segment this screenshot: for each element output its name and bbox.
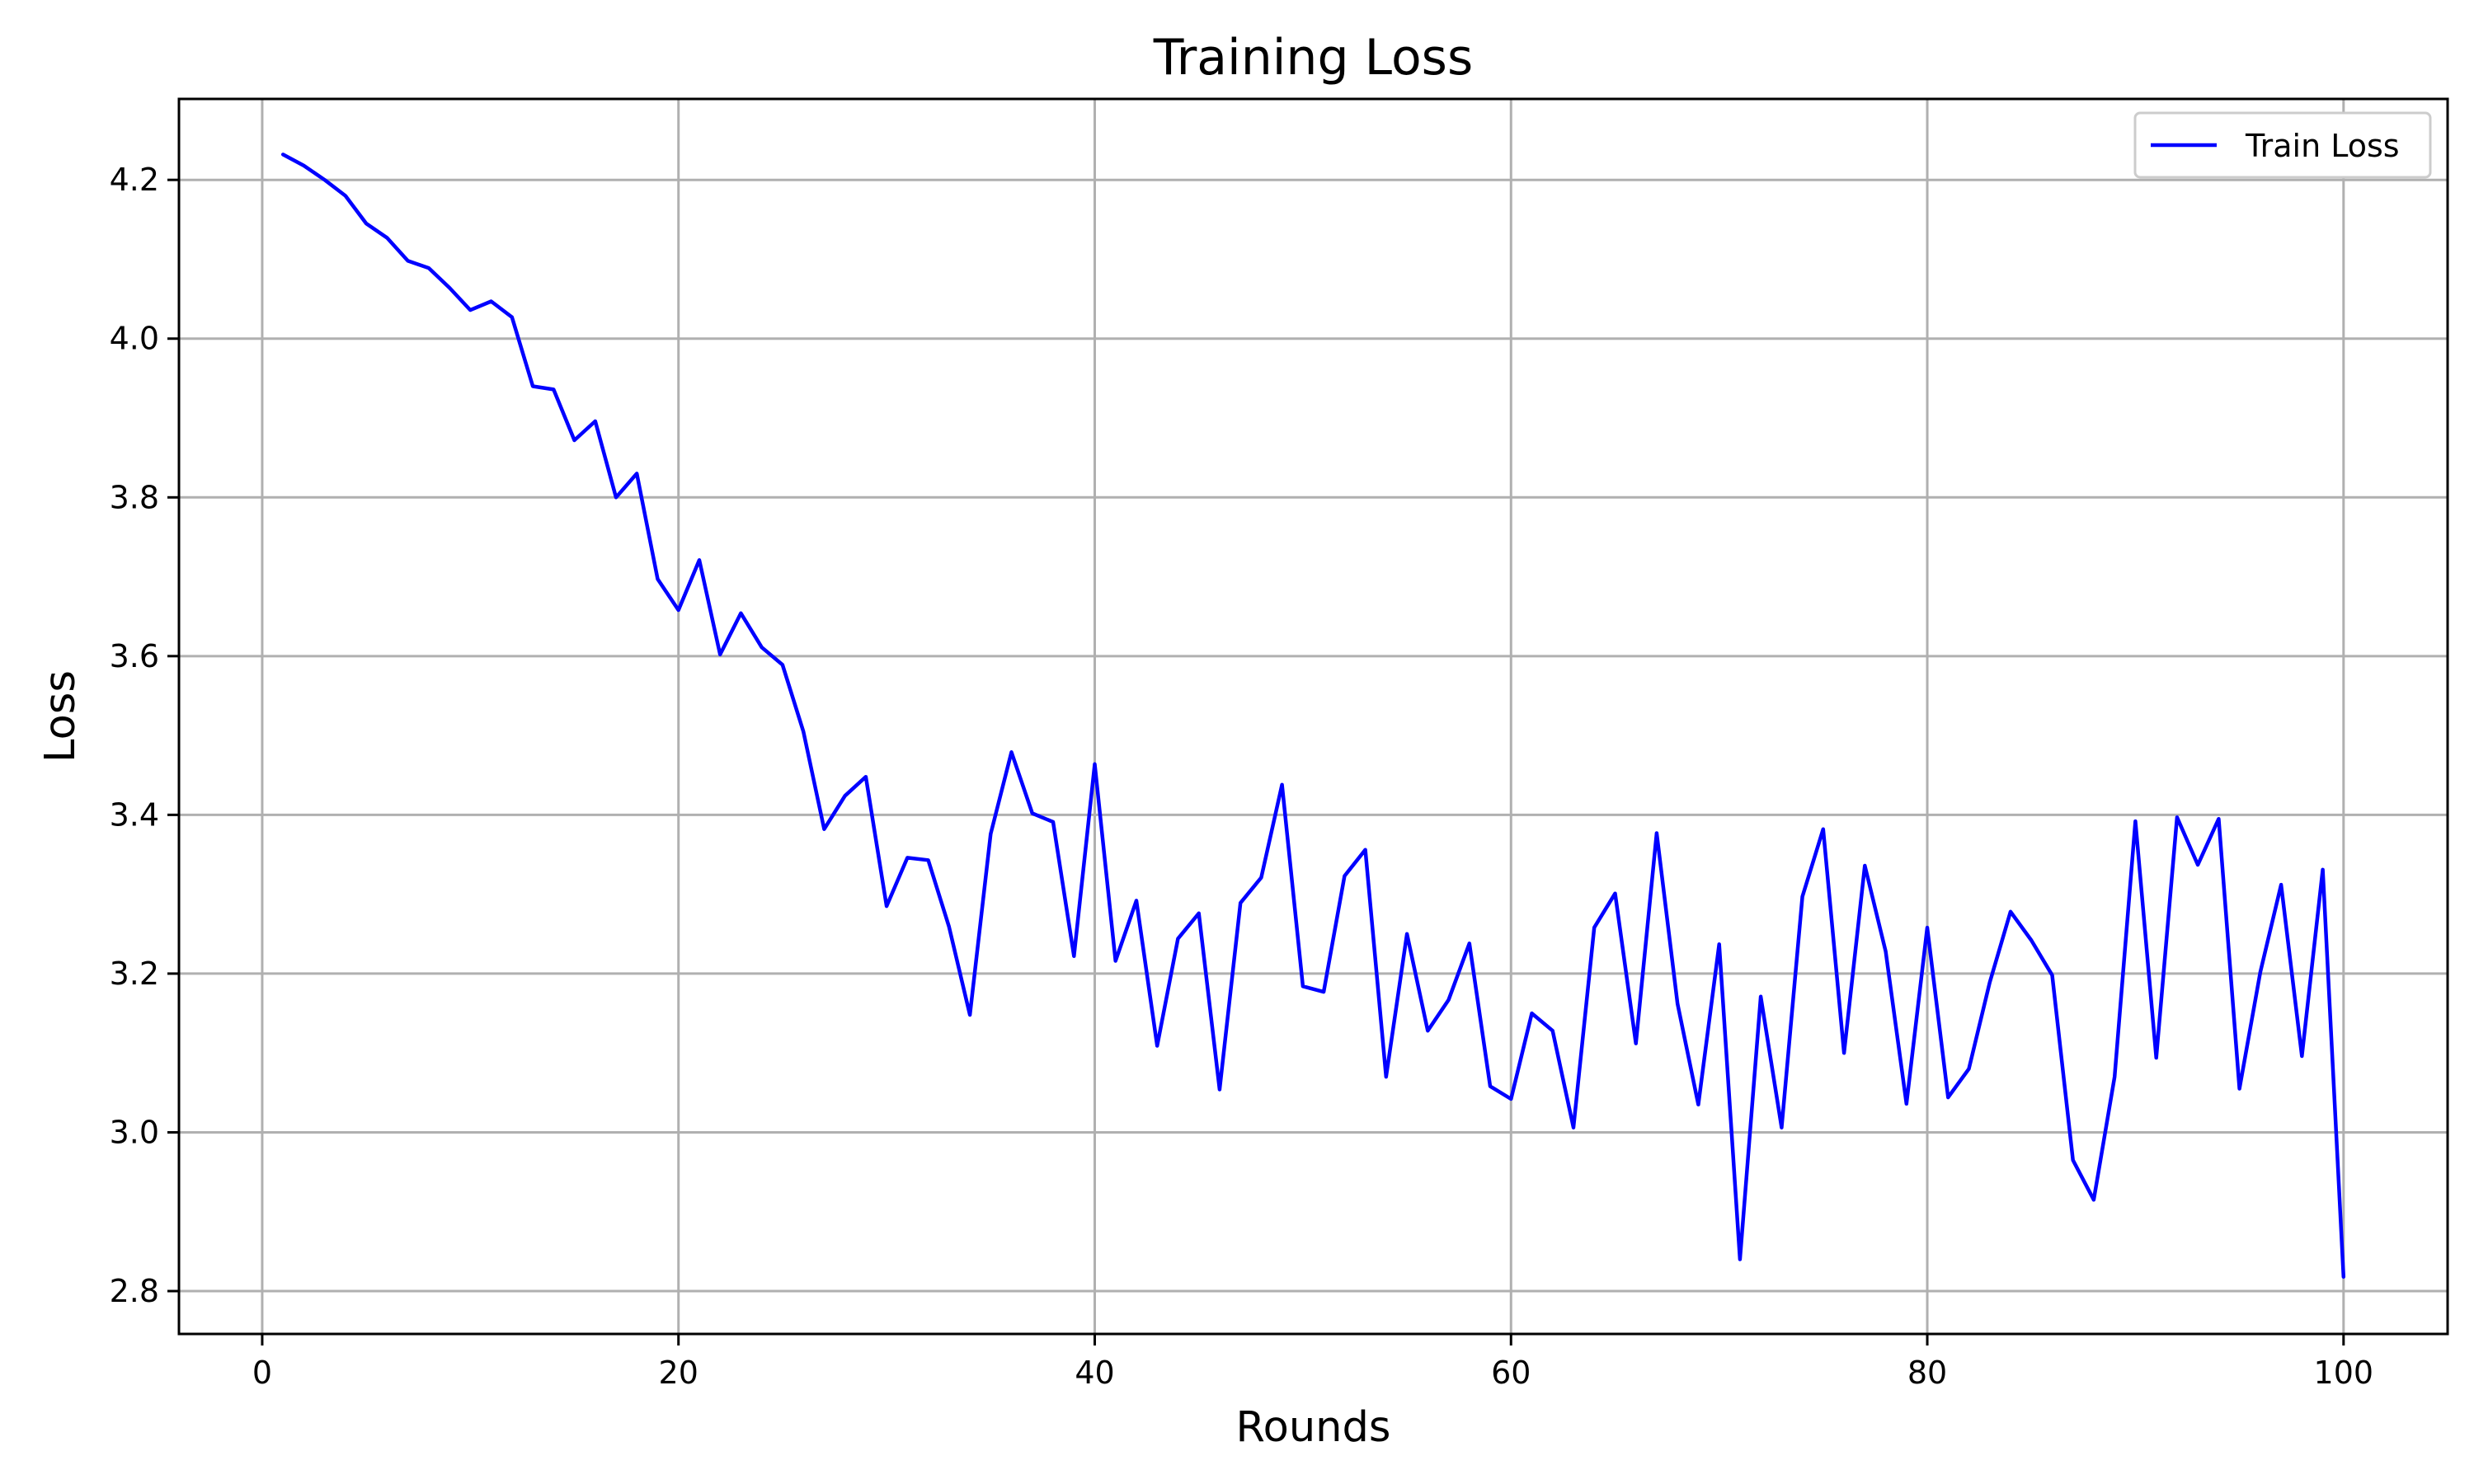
y-tick-label: 3.6: [110, 638, 159, 674]
y-tick-label: 3.2: [110, 956, 159, 992]
legend-label: Train Loss: [2245, 128, 2400, 164]
y-tick-label: 3.4: [110, 796, 159, 833]
y-tick-label: 2.8: [110, 1273, 159, 1309]
y-axis-ticks: 2.8 3.0 3.2 3.4 3.6 3.8 4.0 4.2: [110, 162, 179, 1309]
y-tick-label: 4.0: [110, 321, 159, 357]
x-tick-label: 100: [2314, 1355, 2374, 1391]
series-layer: [280, 153, 2346, 1279]
y-tick-label: 3.0: [110, 1114, 159, 1150]
x-axis-ticks: 0 20 40 60 80 100: [252, 1334, 2373, 1391]
y-axis-label: Loss: [36, 670, 85, 763]
x-tick-label: 80: [1907, 1355, 1947, 1391]
y-tick-label: 4.2: [110, 162, 159, 198]
x-axis-label: Rounds: [1236, 1403, 1391, 1452]
chart-title: Training Loss: [1153, 29, 1473, 87]
grid: [179, 99, 2448, 1334]
x-tick-label: 60: [1491, 1355, 1531, 1391]
plot-frame: [177, 97, 2449, 1336]
series-line-train-loss: [280, 153, 2346, 1279]
legend-box: [2133, 111, 2432, 179]
legend: Train Loss: [2133, 111, 2432, 179]
x-tick-label: 0: [252, 1355, 272, 1391]
x-tick-label: 40: [1075, 1355, 1114, 1391]
y-tick-label: 3.8: [110, 479, 159, 515]
x-tick-label: 20: [659, 1355, 698, 1391]
